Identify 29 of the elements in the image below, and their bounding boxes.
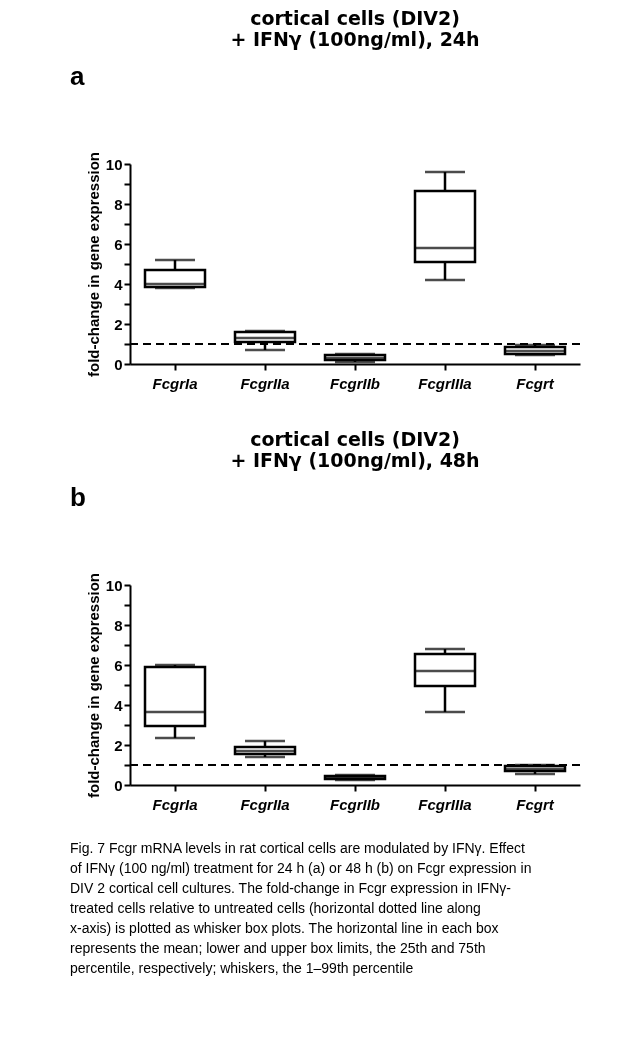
x-tick-label: FcgrIIb	[329, 374, 381, 392]
y-axis-title: fold-change in gene expression	[84, 151, 102, 378]
y-tick-label: 6	[114, 235, 123, 253]
x-tick-label: FcgrIIb	[329, 795, 381, 813]
x-tick-label: Fcgrt	[516, 374, 555, 392]
y-tick-label: 6	[114, 656, 123, 674]
y-tick-label: 4	[114, 696, 124, 714]
x-tick-label: FcgrIIIa	[418, 795, 472, 813]
text: a	[70, 61, 85, 91]
x-tick-label: Fcgrt	[516, 795, 555, 813]
chart-title: cortical cells (DIV2) + IFNγ (100ng/ml), 24h	[230, 7, 480, 50]
y-tick-label: 10	[105, 576, 123, 594]
x-tick-label: FcgrIa	[152, 795, 198, 813]
y-tick-label: 2	[114, 315, 123, 333]
y-tick-label: 8	[114, 195, 123, 213]
y-tick-label: 2	[114, 736, 123, 754]
caption: Fig. 7 Fcgr mRNA levels in rat cortical cells are modulated by IFNγ. Effect of IFNγ (100 ng/ml) treatment for 24 h (a) or 48 h (b) on Fcgr expression in DIV 2 cortical cell cultures. The fold-change in Fcgr expression in IFNγ-treated cells relative to untreated cells (horizontal dotted line along x-axis) is plotted as whisker box plots. The horizontal line in each box represents the mean; lower and upper box limits, the 25th and 75th percentile, respectively; whiskers, the 1–99th percentile	[70, 840, 532, 976]
x-tick-label: FcgrIa	[152, 374, 198, 392]
y-tick-label: 0	[114, 776, 123, 794]
y-tick-label: 4	[114, 275, 124, 293]
x-tick-label: FcgrIIa	[240, 374, 290, 392]
x-tick-label: FcgrIIIa	[418, 374, 472, 392]
text: b	[70, 482, 86, 512]
x-tick-label: FcgrIIa	[240, 795, 290, 813]
y-tick-label: 0	[114, 355, 123, 373]
y-tick-label: 10	[105, 155, 123, 173]
chart-title: cortical cells (DIV2) + IFNγ (100ng/ml), 48h	[230, 428, 480, 471]
y-tick-label: 8	[114, 616, 123, 634]
y-axis-title: fold-change in gene expression	[84, 572, 102, 799]
